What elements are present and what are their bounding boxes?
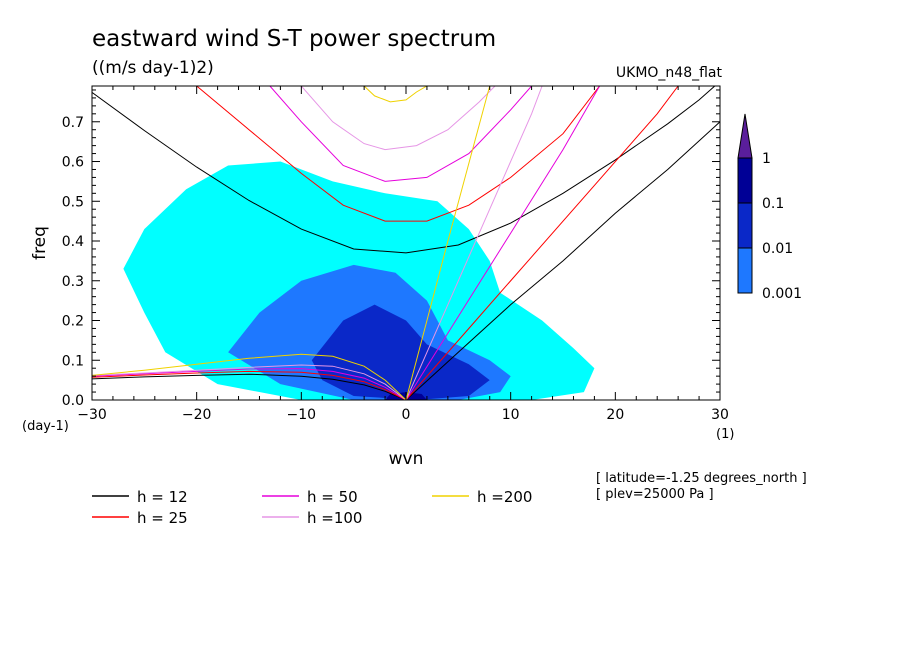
y-tick-label: 0.3 [62,274,84,290]
colorbar-label: 1 [762,151,771,167]
x-tick-label: −10 [287,407,317,423]
y-tick-label: 0.4 [62,234,84,250]
curve-series-0-branch-1 [405,121,720,400]
curve-series-1-branch-2 [92,370,407,400]
curve-series-4-branch-2 [92,353,407,400]
curve-series-3-branch-1 [405,86,543,400]
chart-title: eastward wind S-T power spectrum [92,26,496,52]
y-tick-label: 0.2 [62,314,84,330]
y-axis-label: freq [30,226,50,260]
y-tick-label: 0.7 [62,115,84,131]
y-tick-label: 0.6 [62,155,84,171]
curve-series-3-branch-0 [300,86,496,151]
colorbar-top-arrow [737,113,753,159]
dispersion-curves [92,86,720,400]
x-tick-label: −20 [182,407,212,423]
curve-series-2-branch-2 [92,368,407,400]
curve-series-0-branch-2 [92,373,407,400]
curve-series-1-branch-1 [405,86,679,400]
x-tick-label: −30 [77,407,107,423]
colorbar-label: 0.1 [762,196,784,212]
legend-label: h = 50 [307,488,358,506]
y-tick-label: 0.5 [62,194,84,210]
x-axis-label: wvn [389,449,424,469]
curve-series-3-branch-2 [92,364,407,400]
legend-label: h =100 [307,509,362,527]
colorbar-label: 0.01 [762,241,793,257]
curve-series-0-branch-0 [92,86,716,254]
colorbar-segment [737,247,753,294]
x-tick-label: 0 [402,407,411,423]
y-axis: 0.0 0.1 0.2 0.3 0.4 0.5 0.6 0.7 [62,89,720,409]
colorbar-segment [737,157,753,204]
power-contours [123,161,595,400]
colorbar-segment [737,202,753,249]
x-tick-label: 10 [502,407,520,423]
x-tick-label: 30 [711,407,729,423]
legend-label: h =200 [477,488,532,506]
y-tick-label: 0.0 [62,393,84,409]
x-tick-label: 20 [606,407,624,423]
legend-label: h = 12 [137,488,188,506]
colorbar: 0.001 0.01 0.1 1 [737,113,802,302]
latitude-info: [ latitude=-1.25 degrees_north ] [596,471,807,486]
x-unit-label: (1) [716,427,734,442]
curve-series-4-branch-0 [363,86,428,103]
curve-series-2-branch-0 [269,86,532,182]
y-tick-label: 0.1 [62,353,84,369]
chart-subtitle: ((m/s day-1)2) [92,58,214,78]
legend-label: h = 25 [137,509,188,527]
x-axis: −30 −20 −10 0 10 20 30 [77,86,729,423]
curve-series-2-branch-1 [405,86,601,400]
dataset-label: UKMO_n48_flat [616,65,723,81]
plev-info: [ plev=25000 Pa ] [596,487,714,502]
colorbar-label: 0.001 [762,286,802,302]
y-unit-label: (day-1) [22,419,69,434]
legend: h = 12 h = 25 h = 50 h =100 h =200 [92,488,532,527]
curve-series-1-branch-0 [196,86,600,222]
curve-series-4-branch-1 [405,86,491,400]
